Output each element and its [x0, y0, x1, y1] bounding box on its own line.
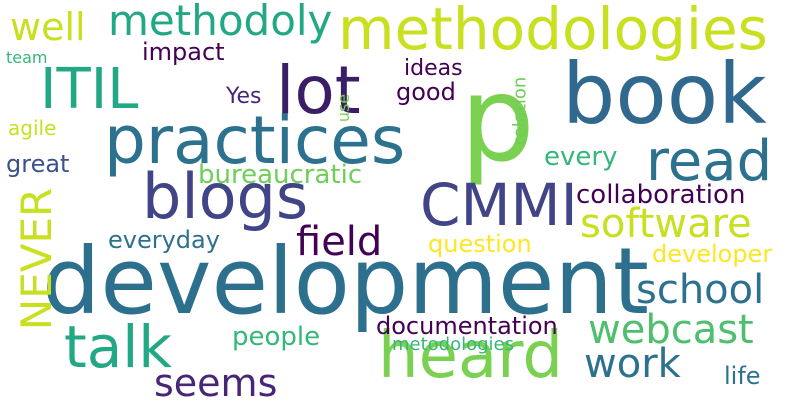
word-metodologies: metodologies	[392, 334, 515, 355]
word-question: question	[428, 230, 532, 258]
word-ideas: ideas	[404, 56, 463, 81]
word-heard: heard	[378, 319, 563, 393]
word-practices: practices	[104, 102, 406, 179]
word-development: development	[42, 228, 649, 335]
word-book: book	[562, 45, 767, 143]
word-talk: talk	[64, 313, 172, 381]
word-software: software	[580, 201, 752, 247]
word-great: great	[6, 150, 70, 178]
word-agile: agile	[8, 116, 57, 140]
word-itil: ITIL	[40, 57, 139, 122]
word-collaboration: collaboration	[576, 180, 746, 210]
word-team: team	[6, 48, 48, 67]
word-seems: seems	[154, 361, 278, 400]
word-every: every	[544, 142, 618, 172]
word-documentation: documentation	[376, 312, 558, 340]
word-p: p	[460, 50, 535, 188]
word-everyday: everyday	[108, 226, 220, 254]
word-never: NEVER	[12, 187, 62, 331]
word-cmmi: CMMI	[420, 171, 578, 239]
word-bureaucratic: bureaucratic	[198, 160, 363, 190]
word-read: read	[646, 129, 773, 194]
word-good: good	[396, 78, 456, 106]
word-life: life	[724, 362, 761, 390]
word-developer: developer	[652, 240, 773, 268]
word-well: well	[10, 5, 86, 49]
word-field: field	[296, 219, 383, 265]
word-impact: impact	[142, 38, 225, 66]
word-yes: Yes	[226, 84, 262, 109]
word-people: people	[232, 322, 321, 352]
word-methodologies: methodologies	[338, 0, 768, 63]
word-use: use	[334, 93, 354, 123]
word-work: work	[584, 341, 681, 387]
word-lot: lot	[276, 52, 361, 129]
word-school: school	[636, 267, 765, 313]
word-blogs: blogs	[142, 160, 309, 233]
word-methodoly: methodoly	[108, 0, 333, 45]
word-relation: relation	[509, 76, 531, 146]
word-webcast: webcast	[588, 307, 754, 353]
